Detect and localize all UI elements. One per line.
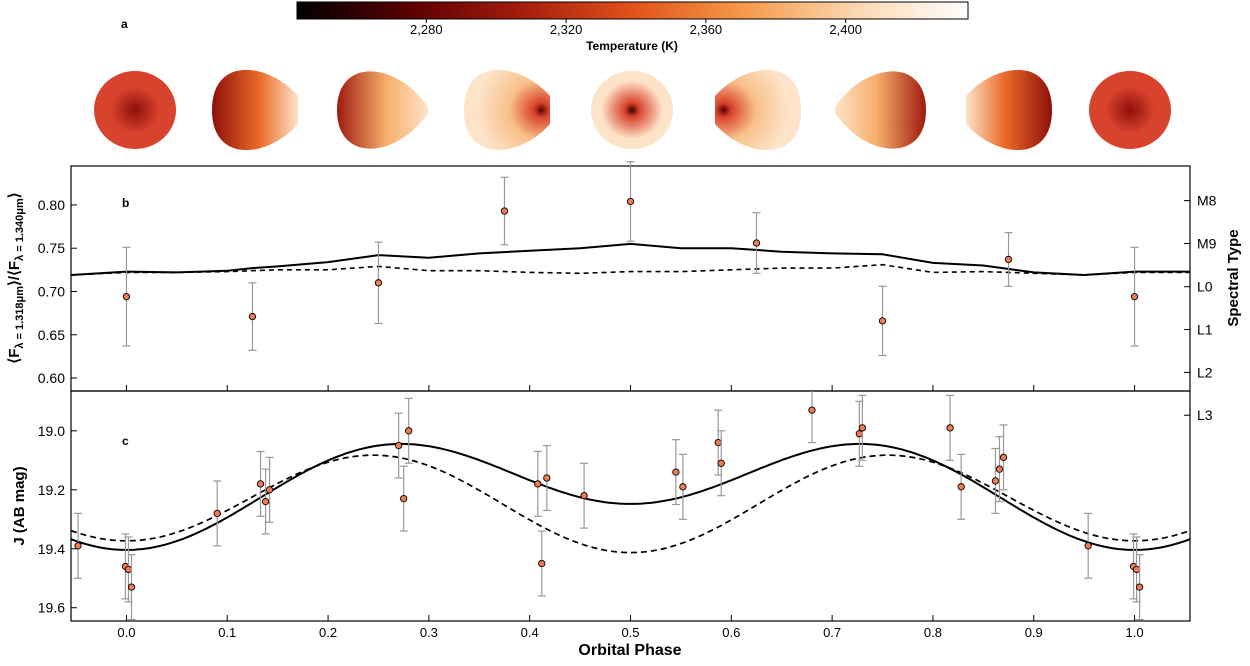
- data-point: [679, 483, 687, 491]
- data-point: [394, 441, 403, 450]
- x-tick-label: 0.7: [823, 625, 841, 640]
- spectral-tick-label: L3: [1197, 407, 1213, 423]
- data-point: [74, 542, 82, 550]
- panel-c-ylabel: J (AB mag): [11, 466, 28, 545]
- x-tick-label: 0.2: [319, 625, 337, 640]
- spectral-tick-label: L2: [1197, 364, 1213, 380]
- data-point: [946, 424, 954, 432]
- temperature-map: [1089, 71, 1171, 149]
- data-point: [626, 197, 635, 206]
- x-tick-label: 0.5: [621, 625, 639, 640]
- data-point: [500, 207, 509, 215]
- data-point: [261, 497, 270, 506]
- x-tick-label: 0.1: [218, 625, 236, 640]
- spectral-tick-label: L0: [1197, 279, 1213, 295]
- data-point: [855, 430, 863, 438]
- data-point: [878, 317, 887, 325]
- colorbar-tick-label: 2,280: [410, 22, 443, 37]
- y-tick-label: 19.0: [38, 423, 65, 439]
- data-point: [717, 459, 725, 467]
- data-point: [400, 494, 408, 503]
- data-point: [1135, 583, 1144, 591]
- spectral-tick-label: M9: [1197, 235, 1217, 251]
- spectral-tick-label: L1: [1197, 322, 1213, 338]
- data-point: [213, 509, 221, 518]
- data-point: [248, 312, 257, 321]
- y-tick-label: 0.75: [38, 240, 65, 256]
- temperature-maps: [94, 69, 1171, 151]
- y-tick-label: 0.70: [38, 283, 65, 299]
- colorbar-label: Temperature (K): [586, 39, 678, 53]
- temperature-map: [715, 69, 801, 151]
- data-point: [752, 239, 761, 247]
- model-line-solid: [70, 442, 1191, 551]
- panel-b: b 0.60 0.65 0.70 0.75 0.80 M8 M9 L0 L1 L2 L3 ⟨Fλ …: [6, 161, 1242, 423]
- data-point: [122, 293, 131, 301]
- panel-a-label: a: [121, 17, 128, 31]
- temperature-map: [591, 71, 673, 149]
- data-point: [991, 477, 1000, 485]
- panel-c: c 19.0 19.2 19.4 19.6 0.0 0.1 0.2 0.3 0.4 0.5 0.6…: [11, 385, 1191, 659]
- data-point: [1084, 542, 1092, 550]
- data-point: [538, 559, 546, 568]
- data-point: [714, 438, 722, 447]
- data-point: [858, 424, 867, 432]
- temperature-map: [835, 71, 926, 149]
- colorbar-tick-label: 2,360: [690, 22, 723, 37]
- data-point: [808, 406, 816, 414]
- x-tick-label: 0.8: [924, 625, 942, 640]
- y-tick-label: 19.6: [38, 600, 65, 616]
- model-line-dashed: [70, 263, 1190, 276]
- data-point: [995, 465, 1004, 473]
- data-point: [580, 492, 588, 500]
- y-tick-label: 0.80: [38, 197, 65, 213]
- colorbar-gradient: [296, 1, 969, 20]
- x-tick-label: 0.0: [117, 625, 135, 640]
- panel-c-label: c: [122, 434, 129, 448]
- y-tick-label: 19.4: [38, 541, 65, 557]
- colorbar: 2,280 2,320 2,360 2,400 Temperature (K): [296, 1, 969, 53]
- data-point: [256, 480, 265, 488]
- temperature-map: [337, 71, 428, 149]
- data-point: [127, 583, 136, 591]
- x-tick-label: 0.9: [1025, 625, 1043, 640]
- x-tick-label: 1.0: [1126, 625, 1144, 640]
- model-line-dashed: [70, 454, 1191, 554]
- data-point: [999, 453, 1008, 461]
- x-tick-label: 0.4: [521, 625, 539, 640]
- y-tick-label: 0.60: [38, 370, 65, 386]
- spectral-tick-label: M8: [1197, 193, 1217, 209]
- panel-b-label: b: [122, 196, 129, 210]
- x-tick-label: 0.3: [420, 625, 438, 640]
- colorbar-tick-label: 2,400: [829, 22, 862, 37]
- data-point: [543, 474, 551, 482]
- panel-b-right-label: Spectral Type: [1225, 229, 1242, 326]
- data-point: [534, 480, 542, 488]
- data-point: [1130, 293, 1139, 301]
- temperature-map: [212, 69, 298, 151]
- temperature-map: [966, 69, 1052, 151]
- data-point: [1004, 255, 1013, 264]
- temperature-map: [94, 71, 176, 149]
- data-point: [405, 427, 413, 435]
- x-axis-label: Orbital Phase: [578, 642, 681, 659]
- temperature-map: [464, 69, 550, 151]
- panel-b-ylabel: ⟨Fλ = 1.318μm⟩/⟨Fλ = 1.340μm⟩: [6, 192, 26, 363]
- data-point: [374, 279, 383, 287]
- y-tick-label: 0.65: [38, 327, 65, 343]
- data-point: [265, 486, 274, 494]
- data-point: [672, 468, 680, 476]
- data-point: [124, 565, 133, 574]
- model-line-solid: [70, 242, 1190, 277]
- panel-c-frame: [70, 390, 1191, 622]
- data-point: [957, 483, 965, 491]
- y-tick-label: 19.2: [38, 482, 65, 498]
- data-point: [1132, 565, 1141, 574]
- x-tick-label: 0.6: [722, 625, 740, 640]
- colorbar-tick-label: 2,320: [550, 22, 583, 37]
